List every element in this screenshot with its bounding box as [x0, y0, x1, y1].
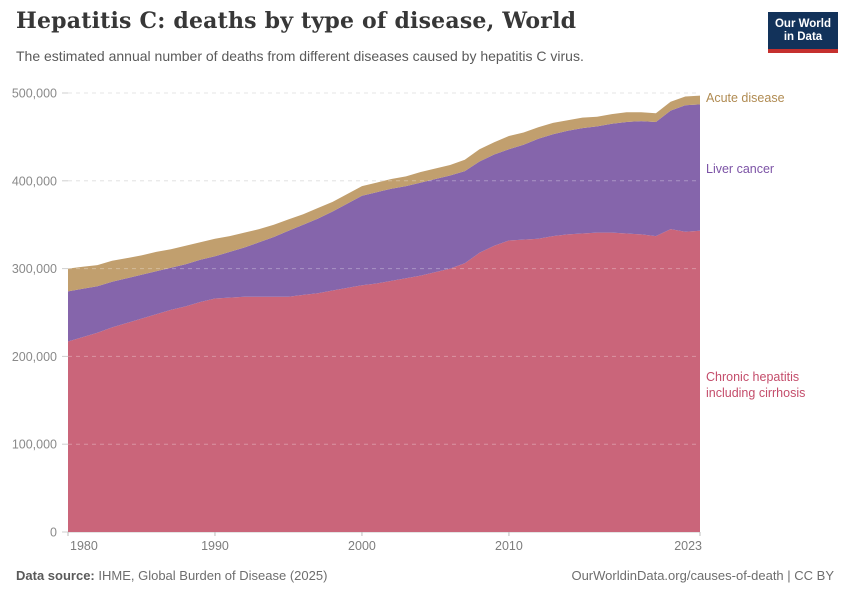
owid-logo-line2: in Data [783, 30, 823, 43]
y-axis-label: 400,000 [12, 174, 57, 188]
attribution-link[interactable]: OurWorldinData.org/causes-of-death | CC … [571, 568, 834, 583]
series-label-chronic-hepatitis[interactable]: Chronic hepatitis including cirrhosis [706, 370, 806, 400]
y-axis-label: 500,000 [12, 87, 57, 101]
page-title: Hepatitis C: deaths by type of disease, … [16, 8, 577, 34]
data-source: Data source: IHME, Global Burden of Dise… [16, 568, 327, 583]
x-axis-label: 2000 [348, 539, 376, 553]
x-axis-label: 2010 [495, 539, 523, 553]
series-label-acute-disease[interactable]: Acute disease [706, 91, 785, 105]
y-axis-label: 0 [50, 526, 57, 540]
data-source-value: IHME, Global Burden of Disease (2025) [94, 568, 328, 583]
owid-logo-line1: Our World [774, 17, 831, 30]
owid-logo[interactable]: Our World in Data [768, 12, 838, 53]
x-axis-label: 1990 [201, 539, 229, 553]
data-source-label: Data source: [16, 568, 95, 583]
area-acute-disease[interactable] [68, 95, 700, 292]
chart-subtitle: The estimated annual number of deaths fr… [16, 48, 584, 64]
y-axis-label: 100,000 [12, 438, 57, 452]
x-axis-label: 1980 [70, 539, 98, 553]
series-label-liver-cancer[interactable]: Liver cancer [706, 162, 775, 176]
area-liver-cancer[interactable] [68, 104, 700, 342]
y-axis-label: 200,000 [12, 350, 57, 364]
y-axis-label: 300,000 [12, 262, 57, 276]
area-chronic-hepatitis-including-cirrhosis[interactable] [68, 229, 700, 532]
x-axis-label: 2023 [674, 539, 702, 553]
